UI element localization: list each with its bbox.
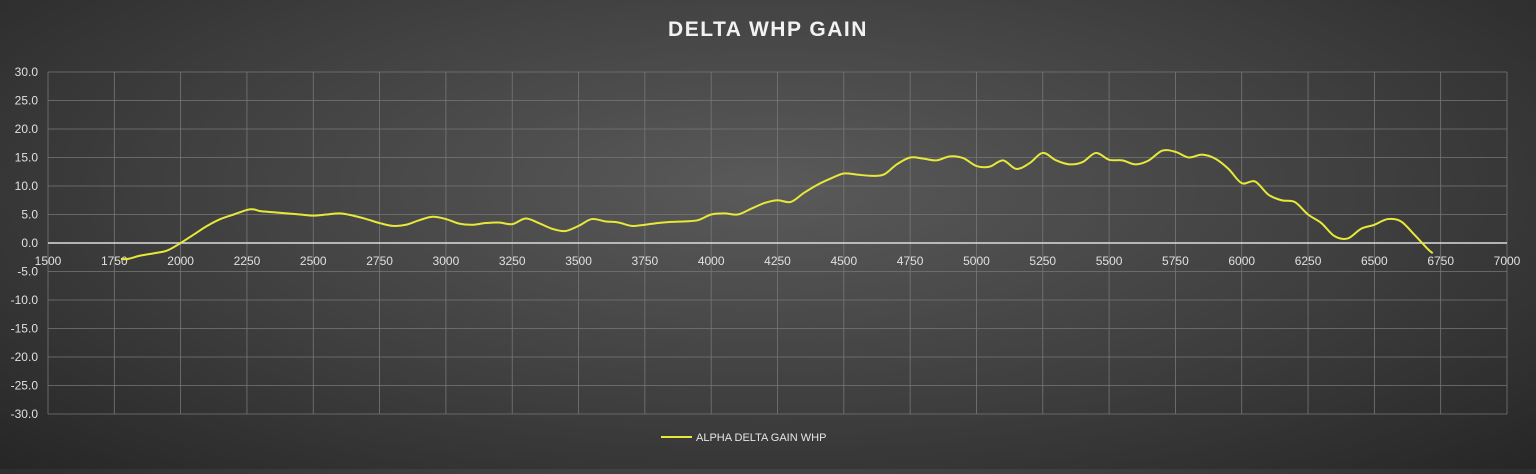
y-tick-label: -30.0 — [11, 407, 39, 421]
x-tick-label: 2250 — [234, 254, 261, 268]
y-tick-label: 25.0 — [15, 94, 39, 108]
y-tick-label: 30.0 — [15, 65, 39, 79]
x-tick-label: 6750 — [1427, 254, 1454, 268]
x-tick-label: 6000 — [1228, 254, 1255, 268]
y-tick-label: 10.0 — [15, 179, 39, 193]
y-tick-label: -15.0 — [11, 322, 39, 336]
x-tick-label: 4000 — [698, 254, 725, 268]
x-tick-label: 6250 — [1295, 254, 1322, 268]
y-tick-label: 15.0 — [15, 151, 39, 165]
x-tick-label: 2000 — [167, 254, 194, 268]
x-tick-label: 2500 — [300, 254, 327, 268]
x-tick-label: 5250 — [1029, 254, 1056, 268]
legend-label: ALPHA DELTA GAIN WHP — [696, 432, 826, 444]
legend: ALPHA DELTA GAIN WHP — [661, 432, 826, 444]
x-tick-label: 3750 — [632, 254, 659, 268]
y-axis-tick-labels: 30.0 25.0 20.0 15.0 10.0 5.0 0.0 -5.0 -10.0 -15.0… — [11, 65, 39, 421]
x-tick-label: 4250 — [764, 254, 791, 268]
y-tick-label: 0.0 — [21, 236, 38, 250]
x-tick-label: 3500 — [565, 254, 592, 268]
x-tick-label: 5750 — [1162, 254, 1189, 268]
chart-title: DELTA WHP GAIN — [668, 18, 868, 41]
x-tick-label: 4500 — [830, 254, 857, 268]
x-tick-label: 3250 — [499, 254, 526, 268]
x-tick-label: 1500 — [35, 254, 62, 268]
x-tick-label: 6500 — [1361, 254, 1388, 268]
series-line — [120, 149, 1434, 261]
y-tick-label: -5.0 — [17, 265, 38, 279]
x-tick-label: 1750 — [101, 254, 128, 268]
x-tick-label: 5000 — [963, 254, 990, 268]
y-tick-label: 20.0 — [15, 122, 39, 136]
x-axis-tick-labels: 1500 1750 2000 2250 2500 2750 3000 3250 3500 3750… — [35, 254, 1521, 268]
x-tick-label: 4750 — [897, 254, 924, 268]
x-tick-label: 2750 — [366, 254, 393, 268]
series-layer — [120, 149, 1434, 261]
x-tick-label: 7000 — [1494, 254, 1521, 268]
y-tick-label: 5.0 — [21, 208, 38, 222]
y-tick-label: -25.0 — [11, 379, 39, 393]
y-tick-label: -20.0 — [11, 350, 39, 364]
x-tick-label: 3000 — [433, 254, 460, 268]
x-tick-label: 5500 — [1096, 254, 1123, 268]
y-tick-label: -10.0 — [11, 293, 39, 307]
